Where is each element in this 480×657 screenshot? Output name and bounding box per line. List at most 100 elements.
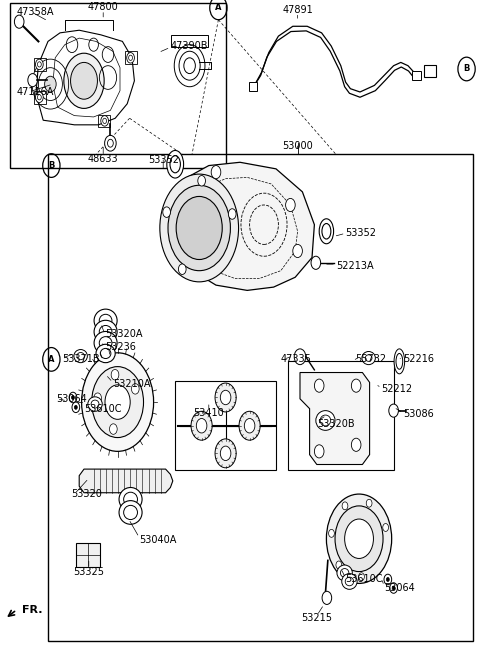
Circle shape <box>179 264 186 275</box>
Circle shape <box>103 118 107 124</box>
Ellipse shape <box>396 353 403 369</box>
Circle shape <box>132 384 139 394</box>
Ellipse shape <box>99 314 112 327</box>
Polygon shape <box>76 543 100 567</box>
Text: 53352: 53352 <box>148 154 179 165</box>
Circle shape <box>94 393 101 403</box>
Text: FR.: FR. <box>22 604 42 615</box>
Circle shape <box>105 385 130 419</box>
Text: 52216: 52216 <box>403 354 434 365</box>
Bar <box>125 51 137 64</box>
Text: 47800: 47800 <box>88 1 119 12</box>
Circle shape <box>220 446 231 461</box>
Circle shape <box>101 116 108 126</box>
Circle shape <box>37 62 41 67</box>
Text: 53040A: 53040A <box>139 535 177 545</box>
Ellipse shape <box>91 400 99 408</box>
Text: 53320A: 53320A <box>106 328 143 339</box>
Circle shape <box>389 404 398 417</box>
Circle shape <box>37 95 41 100</box>
Circle shape <box>326 494 392 583</box>
Circle shape <box>72 396 74 399</box>
Text: 53000: 53000 <box>282 141 313 151</box>
Bar <box>412 71 421 80</box>
Ellipse shape <box>170 156 180 173</box>
Circle shape <box>392 586 395 590</box>
Text: 53210A: 53210A <box>113 379 150 390</box>
Text: 53320: 53320 <box>71 489 102 499</box>
Circle shape <box>335 506 383 572</box>
Ellipse shape <box>119 501 142 524</box>
Circle shape <box>314 379 324 392</box>
Text: 53064: 53064 <box>57 394 87 404</box>
Ellipse shape <box>322 223 331 239</box>
Circle shape <box>36 92 43 102</box>
Ellipse shape <box>167 150 184 178</box>
Bar <box>34 91 46 104</box>
Text: 53064: 53064 <box>384 583 415 593</box>
Ellipse shape <box>345 577 354 586</box>
Text: 52212: 52212 <box>382 384 413 394</box>
Circle shape <box>163 207 170 217</box>
Text: 47116A: 47116A <box>17 87 54 97</box>
Ellipse shape <box>88 397 102 411</box>
Circle shape <box>286 198 295 212</box>
Circle shape <box>45 76 56 92</box>
Ellipse shape <box>74 350 87 363</box>
Ellipse shape <box>94 309 117 332</box>
Text: 52213A: 52213A <box>336 261 373 271</box>
Bar <box>98 115 110 127</box>
Circle shape <box>160 174 239 282</box>
Circle shape <box>351 379 361 392</box>
Circle shape <box>71 62 97 99</box>
Ellipse shape <box>342 574 357 589</box>
Circle shape <box>314 445 324 458</box>
Circle shape <box>14 15 24 28</box>
Circle shape <box>176 196 222 260</box>
Circle shape <box>366 499 372 507</box>
Circle shape <box>345 519 373 558</box>
Circle shape <box>329 530 335 537</box>
Ellipse shape <box>77 352 84 360</box>
Circle shape <box>82 353 154 451</box>
Polygon shape <box>79 469 173 493</box>
Bar <box>34 58 46 71</box>
Circle shape <box>129 55 132 60</box>
Bar <box>48 154 473 641</box>
Circle shape <box>311 256 321 269</box>
Circle shape <box>111 369 119 380</box>
Text: B: B <box>463 64 470 74</box>
Bar <box>171 35 208 47</box>
Text: 47891: 47891 <box>282 5 313 15</box>
Circle shape <box>92 367 144 438</box>
Text: B: B <box>48 161 55 170</box>
Text: 53371B: 53371B <box>62 354 100 365</box>
Circle shape <box>215 439 236 468</box>
Circle shape <box>342 502 348 510</box>
Text: A: A <box>215 3 222 12</box>
Bar <box>424 65 436 77</box>
Ellipse shape <box>124 505 137 520</box>
Circle shape <box>64 53 104 108</box>
Bar <box>10 3 226 168</box>
Polygon shape <box>163 162 314 290</box>
Circle shape <box>72 402 80 413</box>
Bar <box>175 381 276 470</box>
Ellipse shape <box>94 332 117 355</box>
Ellipse shape <box>319 219 334 244</box>
Text: 53410: 53410 <box>193 407 224 418</box>
Bar <box>249 82 257 91</box>
Text: 53325: 53325 <box>73 566 104 577</box>
Ellipse shape <box>99 325 112 338</box>
Ellipse shape <box>365 355 372 361</box>
Circle shape <box>244 419 255 433</box>
Circle shape <box>191 411 212 440</box>
Circle shape <box>351 438 361 451</box>
Circle shape <box>383 524 388 532</box>
Ellipse shape <box>320 415 331 426</box>
Bar <box>288 361 394 470</box>
Text: 53236: 53236 <box>106 342 136 352</box>
Ellipse shape <box>340 568 349 578</box>
Text: 53610C: 53610C <box>346 574 383 585</box>
Circle shape <box>293 244 302 258</box>
